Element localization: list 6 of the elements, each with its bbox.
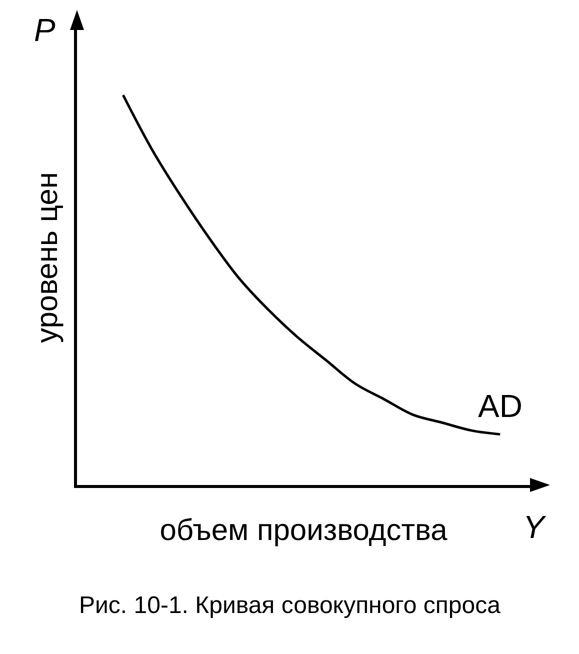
- text: P: [34, 12, 56, 48]
- y-axis-title: уровень цен: [31, 172, 64, 343]
- x-axis-title: объем производства: [160, 514, 448, 547]
- text: Y: [523, 509, 547, 545]
- series-label: AD: [478, 388, 522, 424]
- text: Рис. 10-1. Кривая совокупного спроса: [79, 592, 502, 619]
